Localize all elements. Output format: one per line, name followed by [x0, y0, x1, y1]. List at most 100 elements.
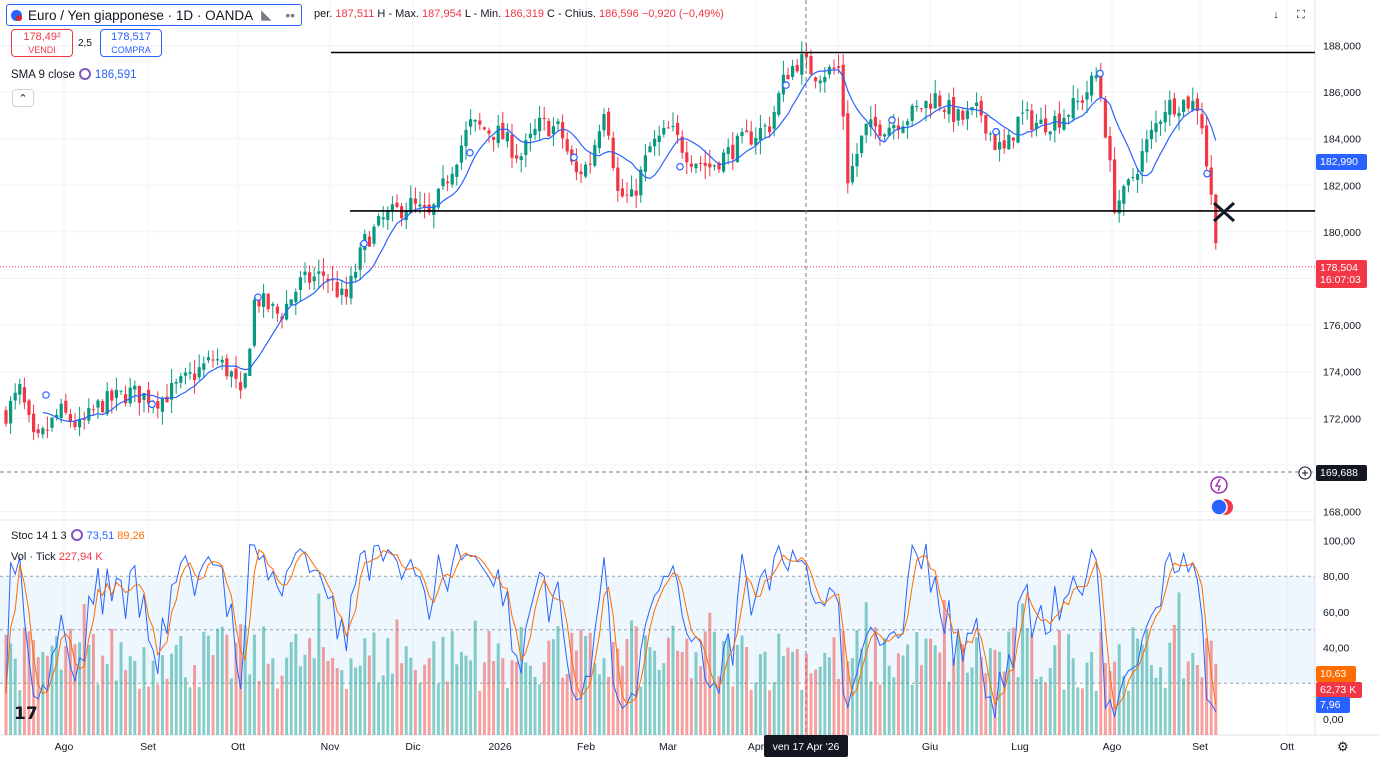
candle-body — [952, 97, 956, 122]
candle — [225, 354, 229, 380]
more-icon[interactable]: •• — [285, 7, 295, 23]
volume-bar — [193, 665, 197, 735]
sell-price: 178,49² — [23, 31, 61, 43]
volume-bar — [455, 664, 459, 735]
candle — [262, 283, 266, 318]
symbol-title: Euro / Yen giapponese · 1D · OANDA — [28, 7, 254, 23]
candle — [510, 124, 514, 169]
candle — [1071, 85, 1075, 122]
price-tick-label: 176,000 — [1323, 320, 1361, 332]
volume-bar — [781, 655, 785, 735]
stoch-legend[interactable]: Stoc 14 1 3 73,51 89,26 — [11, 529, 145, 542]
candle — [634, 178, 638, 209]
high-value: 187,954 — [422, 8, 462, 20]
collapse-legend-button[interactable]: ⌃ — [12, 89, 34, 107]
candle-body — [220, 359, 224, 363]
volume-bar — [206, 635, 210, 735]
candle — [561, 114, 565, 149]
sell-button[interactable]: 178,49² VENDI — [11, 29, 73, 57]
volume-bar — [354, 667, 358, 735]
volume-bar — [768, 690, 772, 735]
volume-legend[interactable]: Vol · Tick 227,94 K — [11, 551, 103, 563]
volume-bar — [96, 684, 100, 735]
volume-bar — [800, 689, 804, 735]
candle — [36, 424, 40, 438]
candle — [791, 59, 795, 80]
volume-bar — [450, 631, 454, 735]
candle-body — [464, 129, 468, 147]
candle — [13, 383, 17, 410]
candle — [1062, 108, 1066, 131]
fullscreen-button[interactable]: ⛶ — [1290, 6, 1312, 24]
candle-body — [662, 127, 666, 135]
candle — [271, 301, 275, 319]
stoch-refresh-icon[interactable] — [70, 529, 83, 541]
volume-bar — [584, 636, 588, 735]
candle — [1067, 113, 1071, 125]
candle — [616, 157, 620, 202]
volume-bar — [662, 663, 666, 735]
volume-bar — [22, 627, 26, 735]
symbol-selector[interactable]: Euro / Yen giapponese · 1D · OANDA ◣ •• — [6, 4, 302, 26]
volume-bar — [915, 632, 919, 735]
volume-bar — [326, 660, 330, 735]
volume-bar — [1021, 603, 1025, 735]
volume-bar — [432, 641, 436, 735]
download-button[interactable]: ↓ — [1265, 6, 1287, 24]
candle-body — [13, 392, 17, 401]
candle-body — [1113, 159, 1117, 213]
volume-bar — [225, 634, 229, 735]
candle — [524, 133, 528, 168]
candle-body — [225, 358, 229, 377]
candle-body — [137, 385, 141, 403]
candle-body — [321, 271, 325, 276]
candle-body — [547, 120, 551, 137]
volume-bar — [579, 629, 583, 735]
sma-price-tag-text: 182,990 — [1320, 156, 1358, 168]
event-marker — [42, 391, 50, 399]
volume-bar — [340, 670, 344, 735]
candle-body — [188, 372, 192, 374]
volume-bar — [18, 690, 22, 735]
candle — [216, 348, 220, 366]
candle-body — [87, 408, 91, 421]
volume-bar — [942, 600, 946, 735]
candle-body — [110, 390, 114, 401]
volume-bar — [850, 658, 854, 735]
candle — [712, 164, 716, 171]
refresh-icon[interactable] — [78, 68, 91, 80]
volume-bar — [501, 658, 505, 735]
candle-body — [331, 279, 335, 281]
stoch-d-tag-bg — [1316, 666, 1356, 682]
volume-bar — [257, 680, 261, 735]
candle — [308, 265, 312, 290]
candle-body — [699, 163, 703, 165]
candle — [869, 106, 873, 137]
candle — [1168, 90, 1172, 127]
volume-bar — [979, 657, 983, 735]
candle — [1163, 99, 1167, 133]
candle-body — [1057, 113, 1061, 128]
candle-body — [372, 226, 376, 244]
candle — [326, 273, 330, 294]
ohlc-legend: per. 187,511 H - Max. 187,954 L - Min. 1… — [314, 8, 724, 20]
candle-body — [818, 80, 822, 84]
bar-icon[interactable]: ◣ — [261, 7, 272, 22]
candle — [55, 408, 59, 421]
candle — [593, 139, 597, 168]
candle-body — [929, 103, 933, 109]
candle — [275, 303, 279, 323]
event-marker — [676, 162, 684, 171]
candle — [685, 141, 689, 175]
buy-button[interactable]: 178,517 COMPRA — [100, 29, 162, 57]
volume-bar — [975, 637, 979, 735]
volume-bar — [602, 658, 606, 735]
candle-body — [1126, 179, 1130, 186]
sma-legend[interactable]: SMA 9 close 186,591 — [11, 68, 137, 81]
candle-body — [349, 275, 353, 299]
volume-bar — [239, 624, 243, 735]
candle-body — [777, 93, 781, 115]
candle-body — [616, 167, 620, 191]
settings-gear-icon[interactable]: ⚙ — [1337, 739, 1349, 754]
stoch-k-tag: 7,96 — [1316, 697, 1350, 713]
